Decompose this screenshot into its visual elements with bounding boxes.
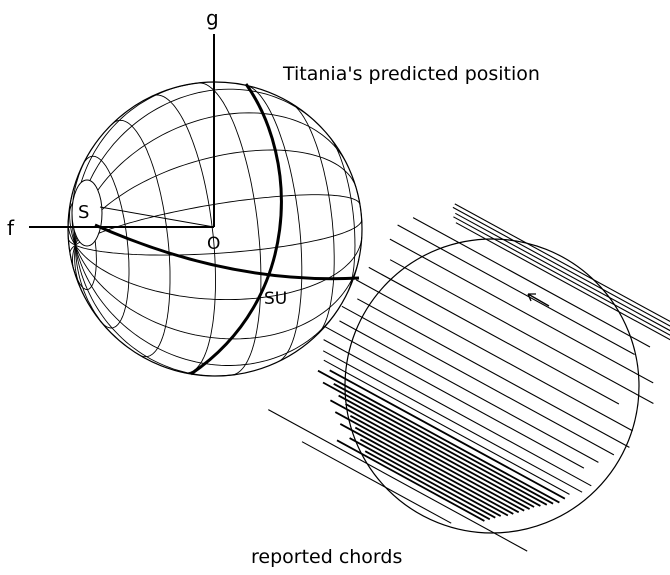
sub-point-label: SU — [264, 289, 287, 309]
chord-line — [338, 394, 541, 507]
reported-chords — [268, 203, 670, 552]
f-axis-label: f — [7, 216, 15, 240]
chord-line — [364, 450, 491, 521]
meridian-line — [74, 237, 363, 301]
chord-line — [333, 383, 554, 505]
chord-line — [389, 259, 654, 404]
chord-line — [455, 222, 670, 341]
chord-line — [354, 426, 514, 515]
chord-line — [412, 217, 651, 348]
chord-line — [339, 423, 509, 517]
chord-line — [323, 359, 570, 495]
direction-arrow — [527, 293, 550, 307]
chord-line — [322, 350, 583, 493]
titania-globe — [67, 81, 363, 377]
parallel-line — [246, 84, 303, 362]
chord-line — [357, 298, 630, 448]
parallel-line — [290, 102, 335, 335]
meridian-line — [74, 149, 357, 246]
chord-line — [455, 212, 670, 332]
chord-line — [368, 266, 620, 405]
chord-line — [341, 305, 615, 456]
chord-line — [349, 437, 496, 519]
chord-line — [389, 238, 654, 384]
chord-line — [339, 320, 599, 463]
meridian-line — [74, 245, 360, 340]
chord-line — [329, 369, 566, 500]
meridian-line — [74, 245, 237, 377]
meridian-line — [75, 219, 363, 256]
meridian-line — [74, 245, 342, 366]
south-pole-cap — [71, 179, 103, 247]
chord-line — [317, 369, 560, 504]
chord-line — [345, 403, 535, 508]
equator-thick — [94, 223, 360, 281]
chord-line — [349, 415, 525, 512]
meridian-line — [74, 88, 322, 246]
chord-line — [452, 206, 670, 327]
g-axis-label: g — [206, 6, 219, 30]
chord-line — [329, 399, 531, 510]
parallel-line — [198, 82, 262, 376]
central-meridian-thick — [190, 83, 283, 376]
parallel-line — [356, 190, 363, 234]
chord-line — [355, 279, 633, 432]
chord-line — [336, 439, 485, 522]
predicted-position-title: Titania's predicted position — [282, 63, 540, 85]
predicted-disk — [268, 203, 670, 552]
pole-to-origin-line — [99, 206, 215, 228]
chord-line — [334, 411, 520, 514]
chord-line — [453, 216, 670, 336]
chord-line — [301, 441, 452, 524]
parallel-line — [151, 94, 216, 374]
parallel-line — [110, 119, 171, 358]
chord-line — [359, 438, 502, 517]
chord-line — [323, 339, 592, 487]
reported-chords-caption: reported chords — [251, 546, 402, 568]
parallel-line — [328, 136, 356, 294]
chord-line — [322, 381, 548, 506]
chord-line — [324, 326, 585, 469]
chord-line — [397, 224, 635, 355]
meridian-line — [69, 195, 76, 246]
origin-label: O — [207, 234, 220, 254]
chord-line — [268, 409, 528, 552]
meridian-line — [74, 245, 84, 295]
parallel-line — [81, 155, 130, 329]
south-pole-label: S — [78, 202, 89, 223]
chord-line — [454, 203, 670, 323]
